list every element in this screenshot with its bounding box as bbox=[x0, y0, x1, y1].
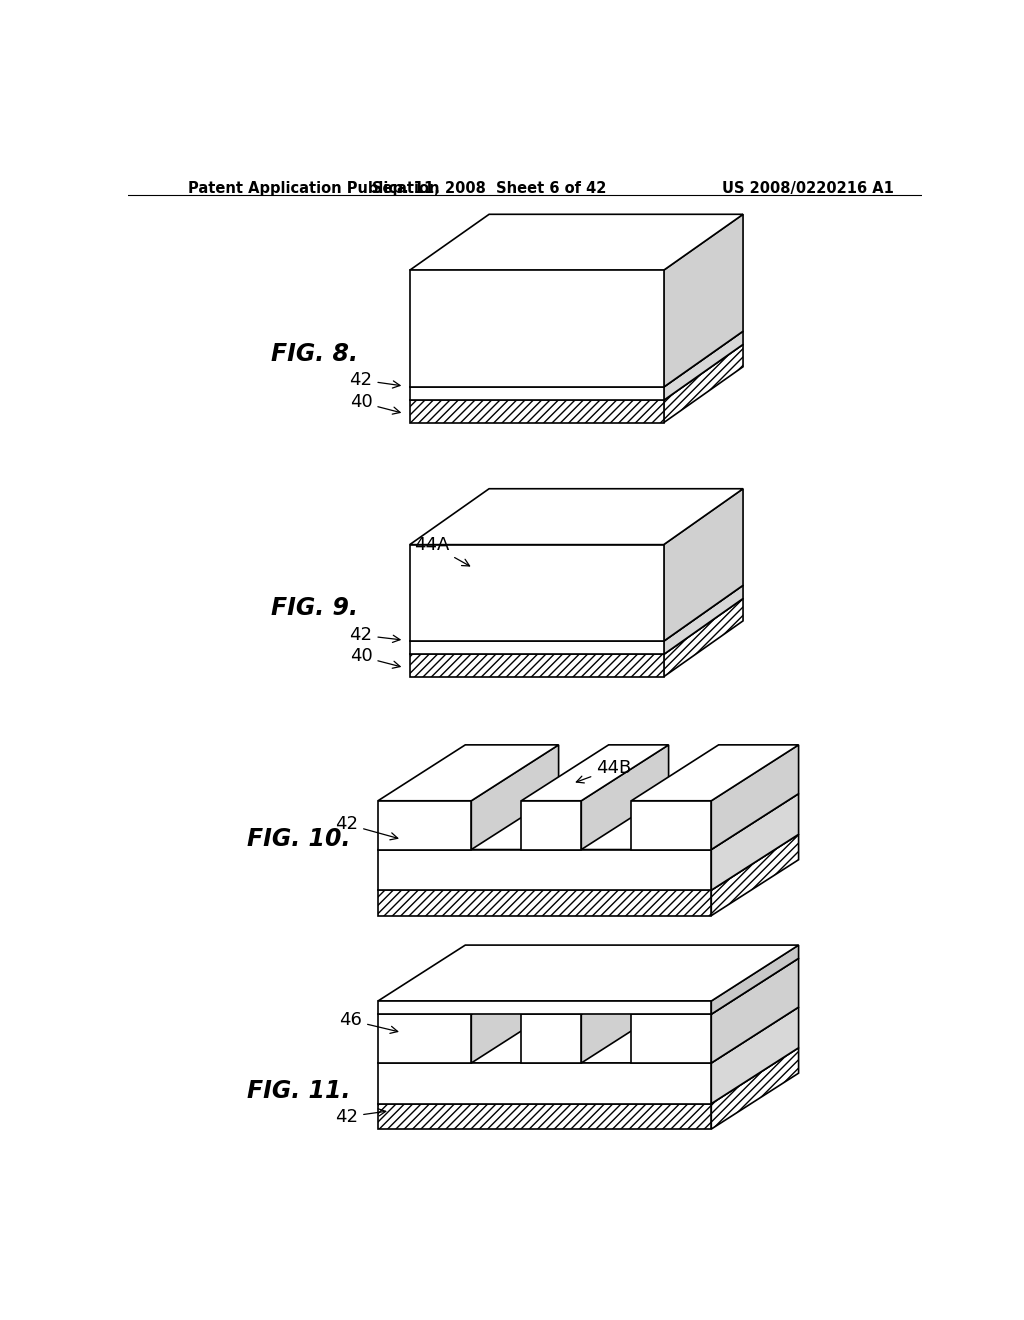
Polygon shape bbox=[378, 793, 799, 850]
Polygon shape bbox=[410, 387, 664, 400]
Polygon shape bbox=[378, 1001, 712, 1014]
Polygon shape bbox=[378, 1048, 799, 1104]
Text: 44B: 44B bbox=[564, 968, 632, 994]
Polygon shape bbox=[378, 1104, 712, 1129]
Polygon shape bbox=[410, 271, 664, 387]
Text: Sep. 11, 2008  Sheet 6 of 42: Sep. 11, 2008 Sheet 6 of 42 bbox=[372, 181, 606, 195]
Polygon shape bbox=[712, 1048, 799, 1129]
Polygon shape bbox=[664, 598, 743, 677]
Polygon shape bbox=[410, 598, 743, 655]
Polygon shape bbox=[664, 585, 743, 655]
Polygon shape bbox=[410, 642, 664, 655]
Polygon shape bbox=[410, 655, 664, 677]
Polygon shape bbox=[378, 850, 712, 890]
Polygon shape bbox=[521, 1014, 582, 1063]
Polygon shape bbox=[632, 958, 799, 1014]
Polygon shape bbox=[410, 545, 664, 642]
Polygon shape bbox=[712, 958, 799, 1063]
Text: 40: 40 bbox=[349, 393, 400, 414]
Text: FIG. 10.: FIG. 10. bbox=[247, 828, 350, 851]
Text: US 2008/0220216 A1: US 2008/0220216 A1 bbox=[722, 181, 894, 195]
Text: FIG. 8.: FIG. 8. bbox=[270, 342, 357, 366]
Polygon shape bbox=[521, 958, 669, 1014]
Text: 44A: 44A bbox=[414, 536, 470, 566]
Polygon shape bbox=[521, 744, 669, 801]
Polygon shape bbox=[410, 585, 743, 642]
Polygon shape bbox=[632, 801, 712, 850]
Text: 42: 42 bbox=[349, 626, 400, 644]
Polygon shape bbox=[632, 744, 799, 801]
Polygon shape bbox=[378, 834, 799, 890]
Polygon shape bbox=[410, 345, 743, 400]
Polygon shape bbox=[632, 1014, 712, 1063]
Polygon shape bbox=[378, 945, 799, 1001]
Polygon shape bbox=[582, 744, 669, 850]
Text: 42: 42 bbox=[349, 371, 400, 389]
Polygon shape bbox=[378, 1014, 471, 1063]
Text: 44B: 44B bbox=[577, 759, 632, 783]
Polygon shape bbox=[471, 744, 559, 850]
Polygon shape bbox=[378, 958, 559, 1014]
Polygon shape bbox=[410, 400, 664, 422]
Polygon shape bbox=[521, 801, 582, 850]
Text: FIG. 11.: FIG. 11. bbox=[247, 1080, 350, 1104]
Polygon shape bbox=[410, 214, 743, 271]
Polygon shape bbox=[712, 744, 799, 850]
Polygon shape bbox=[664, 214, 743, 387]
Polygon shape bbox=[664, 331, 743, 400]
Polygon shape bbox=[712, 793, 799, 890]
Polygon shape bbox=[712, 834, 799, 916]
Text: Patent Application Publication: Patent Application Publication bbox=[187, 181, 439, 195]
Text: 46: 46 bbox=[339, 1011, 397, 1034]
Polygon shape bbox=[471, 958, 559, 1063]
Polygon shape bbox=[378, 890, 712, 916]
Polygon shape bbox=[712, 945, 799, 1014]
Text: 42: 42 bbox=[335, 1107, 386, 1126]
Polygon shape bbox=[664, 345, 743, 422]
Polygon shape bbox=[410, 488, 743, 545]
Polygon shape bbox=[712, 1007, 799, 1104]
Polygon shape bbox=[664, 488, 743, 642]
Polygon shape bbox=[378, 1063, 712, 1104]
Polygon shape bbox=[410, 331, 743, 387]
Text: 42: 42 bbox=[335, 816, 397, 840]
Polygon shape bbox=[378, 744, 559, 801]
Text: FIG. 9.: FIG. 9. bbox=[270, 595, 357, 619]
Polygon shape bbox=[378, 801, 471, 850]
Polygon shape bbox=[582, 958, 669, 1063]
Text: 40: 40 bbox=[349, 647, 400, 668]
Polygon shape bbox=[378, 1007, 799, 1063]
